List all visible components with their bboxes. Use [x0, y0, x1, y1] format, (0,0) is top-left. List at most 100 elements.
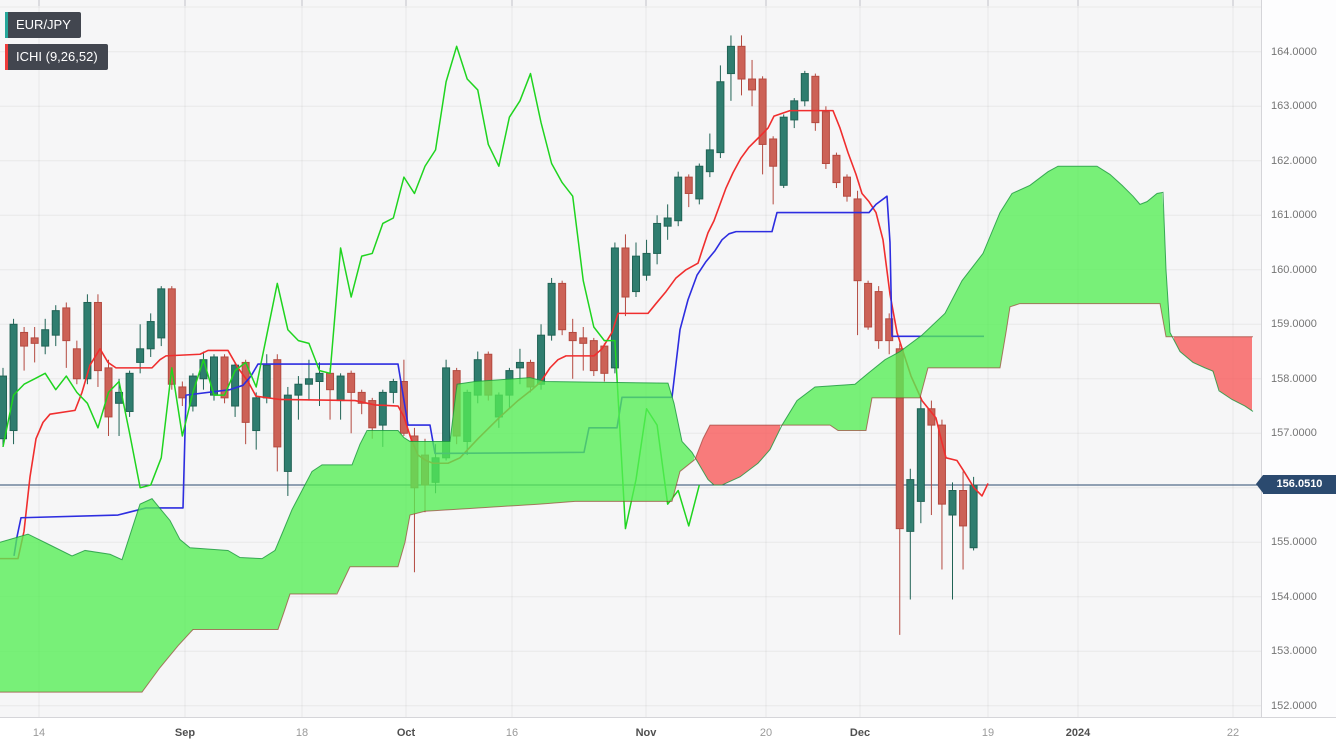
candle-body — [610, 247, 619, 369]
candle-body — [916, 408, 925, 502]
price-axis-label: 163.0000 — [1271, 100, 1317, 113]
price-axis[interactable]: 164.0000 163.0000 162.0000 161.0000 160.0000… — [1261, 0, 1336, 717]
candle-up — [0, 367, 7, 447]
time-axis-label: Nov — [635, 727, 657, 739]
candle-body — [231, 364, 240, 407]
candle-up — [389, 378, 398, 404]
candle-down — [853, 190, 862, 336]
price-axis-label: 160.0000 — [1271, 263, 1317, 276]
candle-body — [558, 282, 567, 331]
candle-body — [653, 222, 662, 254]
candle-body — [62, 307, 71, 342]
candle-body — [674, 176, 683, 222]
candle-up — [906, 468, 915, 600]
candle-body — [843, 176, 851, 197]
candle-body — [821, 111, 830, 164]
candle-body — [716, 81, 725, 154]
candle-body — [769, 138, 778, 167]
ichimoku-cloud — [0, 165, 1254, 693]
cloud-bearish-region — [696, 425, 780, 486]
candle-down — [568, 318, 577, 379]
senkou-b-line — [0, 303, 1253, 693]
candle-down — [811, 73, 820, 131]
cloud-bearish-region — [1174, 336, 1252, 411]
candle-body — [304, 378, 313, 385]
candle-body — [726, 45, 735, 75]
symbol-accent-bar — [5, 12, 8, 38]
candle-body — [326, 372, 335, 391]
candle-up — [800, 70, 809, 107]
candle-body — [347, 372, 356, 393]
candle-body — [758, 78, 767, 145]
candle-down — [684, 174, 693, 208]
candle-body — [125, 372, 134, 412]
candle-down — [178, 381, 187, 407]
candle-down — [874, 286, 883, 349]
time-axis-label: Dec — [849, 727, 871, 739]
price-axis-label: 164.0000 — [1271, 45, 1317, 58]
candle-body — [41, 329, 50, 347]
indicator-name: ICHI (9,26,52) — [16, 49, 98, 64]
price-axis-label: 159.0000 — [1271, 318, 1317, 331]
candle-up — [642, 239, 651, 281]
candle-up — [51, 305, 60, 347]
candle-up — [157, 286, 166, 347]
indicator-legend-badge[interactable]: ICHI (9,26,52) — [5, 44, 108, 70]
time-axis-label: 22 — [1226, 727, 1240, 739]
candle-down — [843, 174, 851, 202]
candle-up — [41, 318, 50, 355]
candle-body — [885, 318, 894, 342]
candle-body — [368, 400, 377, 429]
candle-up — [547, 277, 556, 341]
price-axis-label: 161.0000 — [1271, 209, 1317, 222]
candle-up — [705, 133, 714, 178]
candle-up — [632, 242, 640, 298]
candle-body — [663, 217, 672, 227]
candle-body — [378, 391, 387, 426]
candle-up — [146, 313, 155, 357]
price-axis-label: 162.0000 — [1271, 154, 1317, 167]
candle-up — [304, 359, 313, 401]
candle-down — [758, 76, 767, 175]
candle-down — [748, 59, 757, 107]
symbol-legend-badge[interactable]: EUR/JPY — [5, 12, 81, 38]
candle-up — [136, 324, 145, 374]
candle-body — [895, 348, 904, 530]
price-axis-label: 154.0000 — [1271, 590, 1317, 603]
candle-body — [178, 386, 187, 399]
candle-up — [9, 318, 18, 445]
candle-body — [811, 75, 820, 124]
candle-up — [653, 215, 662, 265]
candle-body — [515, 361, 524, 369]
candle-up — [948, 482, 957, 600]
candle-body — [547, 282, 556, 336]
candle-body — [9, 323, 18, 432]
price-axis-label: 157.0000 — [1271, 427, 1317, 440]
candle-up — [294, 376, 303, 420]
candle-body — [336, 375, 345, 402]
time-axis-label: 19 — [981, 727, 995, 739]
candle-up — [125, 370, 134, 417]
candle-body — [748, 78, 757, 91]
candle-up — [674, 171, 683, 227]
candle-body — [136, 348, 145, 363]
candle-up — [283, 386, 292, 496]
time-axis-label: Sep — [174, 727, 196, 739]
candle-body — [948, 490, 957, 516]
candle-body — [273, 359, 282, 448]
candle-down — [821, 106, 830, 169]
candle-body — [72, 348, 81, 380]
time-axis-label: 14 — [32, 727, 46, 739]
candle-body — [83, 301, 92, 380]
time-axis-label: 16 — [505, 727, 519, 739]
time-axis[interactable]: 14 Sep 18 Oct 16 Nov 20 Dec 19 2024 22 — [0, 717, 1336, 751]
candle-down — [72, 340, 81, 385]
candle-body — [294, 383, 303, 396]
candle-body — [357, 391, 366, 404]
price-axis-label: 152.0000 — [1271, 699, 1317, 712]
indicator-accent-bar — [5, 44, 8, 70]
candle-body — [30, 337, 39, 344]
candle-up — [779, 114, 788, 189]
